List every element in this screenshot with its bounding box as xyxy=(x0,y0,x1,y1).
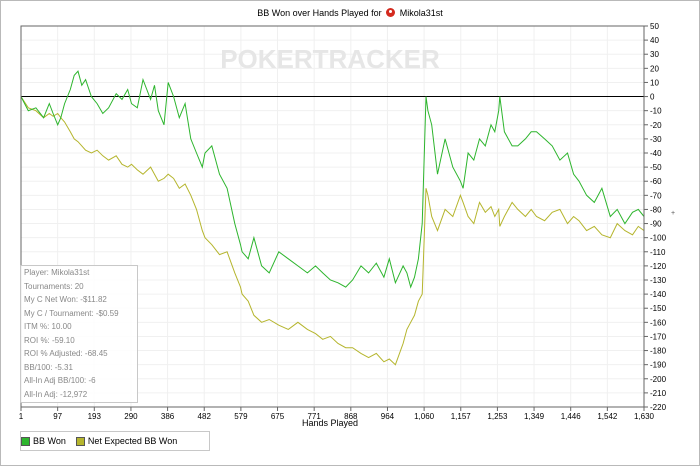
series-line-net-expected-bb-won xyxy=(20,96,645,366)
x-tick-label: 1,157 xyxy=(451,412,472,421)
x-tick-label: 1,060 xyxy=(414,412,435,421)
x-axis-label: Hands Played xyxy=(301,418,359,428)
y-tick-label: -210 xyxy=(650,389,667,398)
x-tick-label: 482 xyxy=(198,412,212,421)
x-tick-label: 868 xyxy=(344,412,358,421)
stats-row: My C Net Won: -$11.82 xyxy=(24,295,107,304)
y-tick-label: -150 xyxy=(650,304,667,313)
series-layer xyxy=(20,70,645,366)
y-tick-label: 50 xyxy=(650,22,659,31)
chart-title-player: Mikola31st xyxy=(399,8,443,18)
y-tick-label: -130 xyxy=(650,276,667,285)
y-tick-label: -20 xyxy=(650,121,662,130)
x-tick-label: 675 xyxy=(271,412,285,421)
stats-row: BB/100: -5.31 xyxy=(24,362,73,372)
stats-row: Player: Mikola31st xyxy=(24,268,90,277)
stats-row: Tournaments: 20 xyxy=(24,281,84,291)
series-line-bb-won xyxy=(20,70,645,289)
y-tick-label: 30 xyxy=(650,50,659,59)
x-tick-label: 1,349 xyxy=(524,412,545,421)
x-tick-label: 1,542 xyxy=(597,412,618,421)
x-tick-label: 771 xyxy=(307,412,321,421)
y-tick-label: -110 xyxy=(650,248,666,257)
y-tick-label: -30 xyxy=(650,135,662,144)
stats-row: ROI %: -59.10 xyxy=(24,335,75,345)
x-tick-label: 579 xyxy=(234,412,248,421)
legend-item[interactable]: BB Won xyxy=(21,436,66,446)
y-tick-label: -90 xyxy=(650,220,662,229)
y-tick-label: -160 xyxy=(650,318,667,327)
x-tick-label: 1,446 xyxy=(561,412,582,421)
y-tick-label: -40 xyxy=(650,149,662,158)
x-tick-label: 1,630 xyxy=(634,412,655,421)
plot-border xyxy=(20,25,645,408)
y-tick-label: -10 xyxy=(650,107,662,116)
x-tick-label: 193 xyxy=(88,412,102,421)
stats-row: ITM %: 10.00 xyxy=(24,322,72,331)
chart-title-prefix: BB Won over Hands Played for xyxy=(257,8,382,18)
legend-label: BB Won xyxy=(33,436,66,446)
y-tick-label: 40 xyxy=(650,36,659,45)
y-tick-label: -180 xyxy=(650,347,667,356)
stats-row: ROI % Adjusted: -68.45 xyxy=(24,349,108,358)
legend-label: Net Expected BB Won xyxy=(87,436,178,446)
y-tick-label: -120 xyxy=(650,262,667,271)
legend: BB Won Net Expected BB Won xyxy=(21,433,187,449)
watermark-text: POKERTRACKER xyxy=(220,44,440,74)
y-tick-label: -140 xyxy=(650,290,667,299)
y-tick-label: -60 xyxy=(650,177,662,186)
legend-item[interactable]: Net Expected BB Won xyxy=(75,436,178,446)
legend-swatch xyxy=(75,436,85,446)
x-axis-ticks: 1 97 193 290 386 482 579 675 771 868 964 1,060 1,157… xyxy=(19,407,655,421)
y-tick-label: -200 xyxy=(650,375,667,384)
y-tick-label: -220 xyxy=(650,403,667,412)
y-tick-label: -80 xyxy=(650,205,662,214)
pokertracker-logo-icon xyxy=(386,8,396,17)
x-tick-label: 1,253 xyxy=(487,412,508,421)
y-axis-ticks: 50 40 30 20 10 0 -10 -20 -30 -40 -50 -60 -70 -80 -90 -1… xyxy=(644,22,667,412)
stats-panel: Player: Mikola31st Tournaments: 20 My C Ne… xyxy=(20,265,138,403)
stats-row: My C / Tournament: -$0.59 xyxy=(24,308,119,318)
y-tick-label: -190 xyxy=(650,361,667,370)
y-tick-label: 0 xyxy=(650,93,655,102)
stats-row: All-In Adj BB/100: -6 xyxy=(24,376,96,385)
y-tick-label: -170 xyxy=(650,332,667,341)
y-tick-label: -70 xyxy=(650,191,662,200)
y-tick-label: 10 xyxy=(650,78,659,87)
x-tick-label: 290 xyxy=(124,412,138,421)
y-tick-label: -100 xyxy=(650,234,667,243)
chart-title: BB Won over Hands Played for Mikola31st xyxy=(0,8,700,18)
y-tick-label: 20 xyxy=(650,64,659,73)
x-tick-label: 964 xyxy=(381,412,395,421)
stats-row: All-In Adj: -12,972 xyxy=(24,389,88,399)
resize-handle-icon[interactable]: + xyxy=(671,210,676,217)
x-tick-label: 386 xyxy=(161,412,175,421)
legend-swatch xyxy=(21,436,30,446)
y-tick-label: -50 xyxy=(650,163,662,172)
x-tick-label: 97 xyxy=(53,412,62,421)
legend-box xyxy=(20,431,210,451)
x-tick-label: 1 xyxy=(19,412,24,421)
